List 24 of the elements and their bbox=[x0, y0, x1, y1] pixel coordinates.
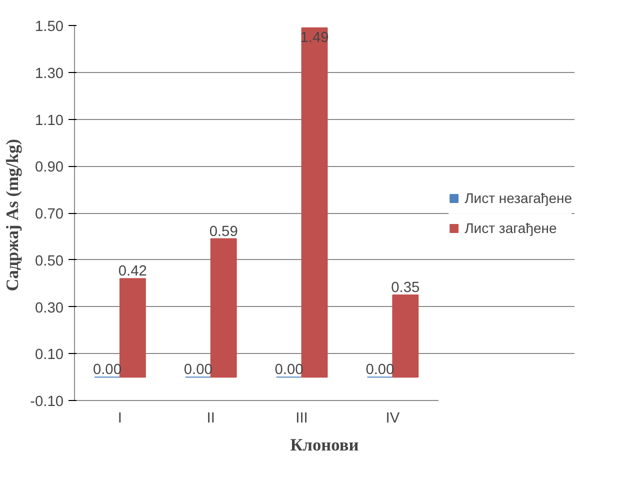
y-tick-label: 0.70 bbox=[34, 206, 64, 222]
legend-label: Лист загађене bbox=[464, 220, 557, 236]
x-tick-label: I bbox=[118, 410, 122, 426]
y-tick-label: 1.10 bbox=[34, 112, 64, 129]
x-tick-label: IV bbox=[386, 410, 400, 426]
y-axis-title: Садржај As (mg/kg) bbox=[3, 138, 22, 292]
y-tick-label: 0.10 bbox=[34, 347, 64, 364]
x-tick-label: II bbox=[206, 410, 215, 426]
bar bbox=[119, 278, 146, 378]
y-tick-label: 1.50 bbox=[34, 19, 64, 35]
x-axis-title: Клонови bbox=[290, 436, 359, 454]
bar bbox=[210, 238, 237, 378]
bar bbox=[392, 294, 419, 378]
y-tick-label: 0.50 bbox=[34, 253, 64, 270]
y-tick-label: 1.30 bbox=[34, 66, 64, 82]
y-tick-label: 0.90 bbox=[34, 160, 64, 176]
y-tick-label: 0.30 bbox=[34, 300, 64, 316]
y-tick-label: -0.10 bbox=[30, 394, 64, 410]
data-label: 0.42 bbox=[118, 264, 147, 280]
bar bbox=[301, 27, 328, 378]
data-label: 0.35 bbox=[391, 280, 420, 296]
data-label: 0.59 bbox=[209, 224, 238, 240]
x-tick-label: III bbox=[296, 410, 308, 426]
legend-label: Лист незагађене bbox=[464, 190, 572, 206]
